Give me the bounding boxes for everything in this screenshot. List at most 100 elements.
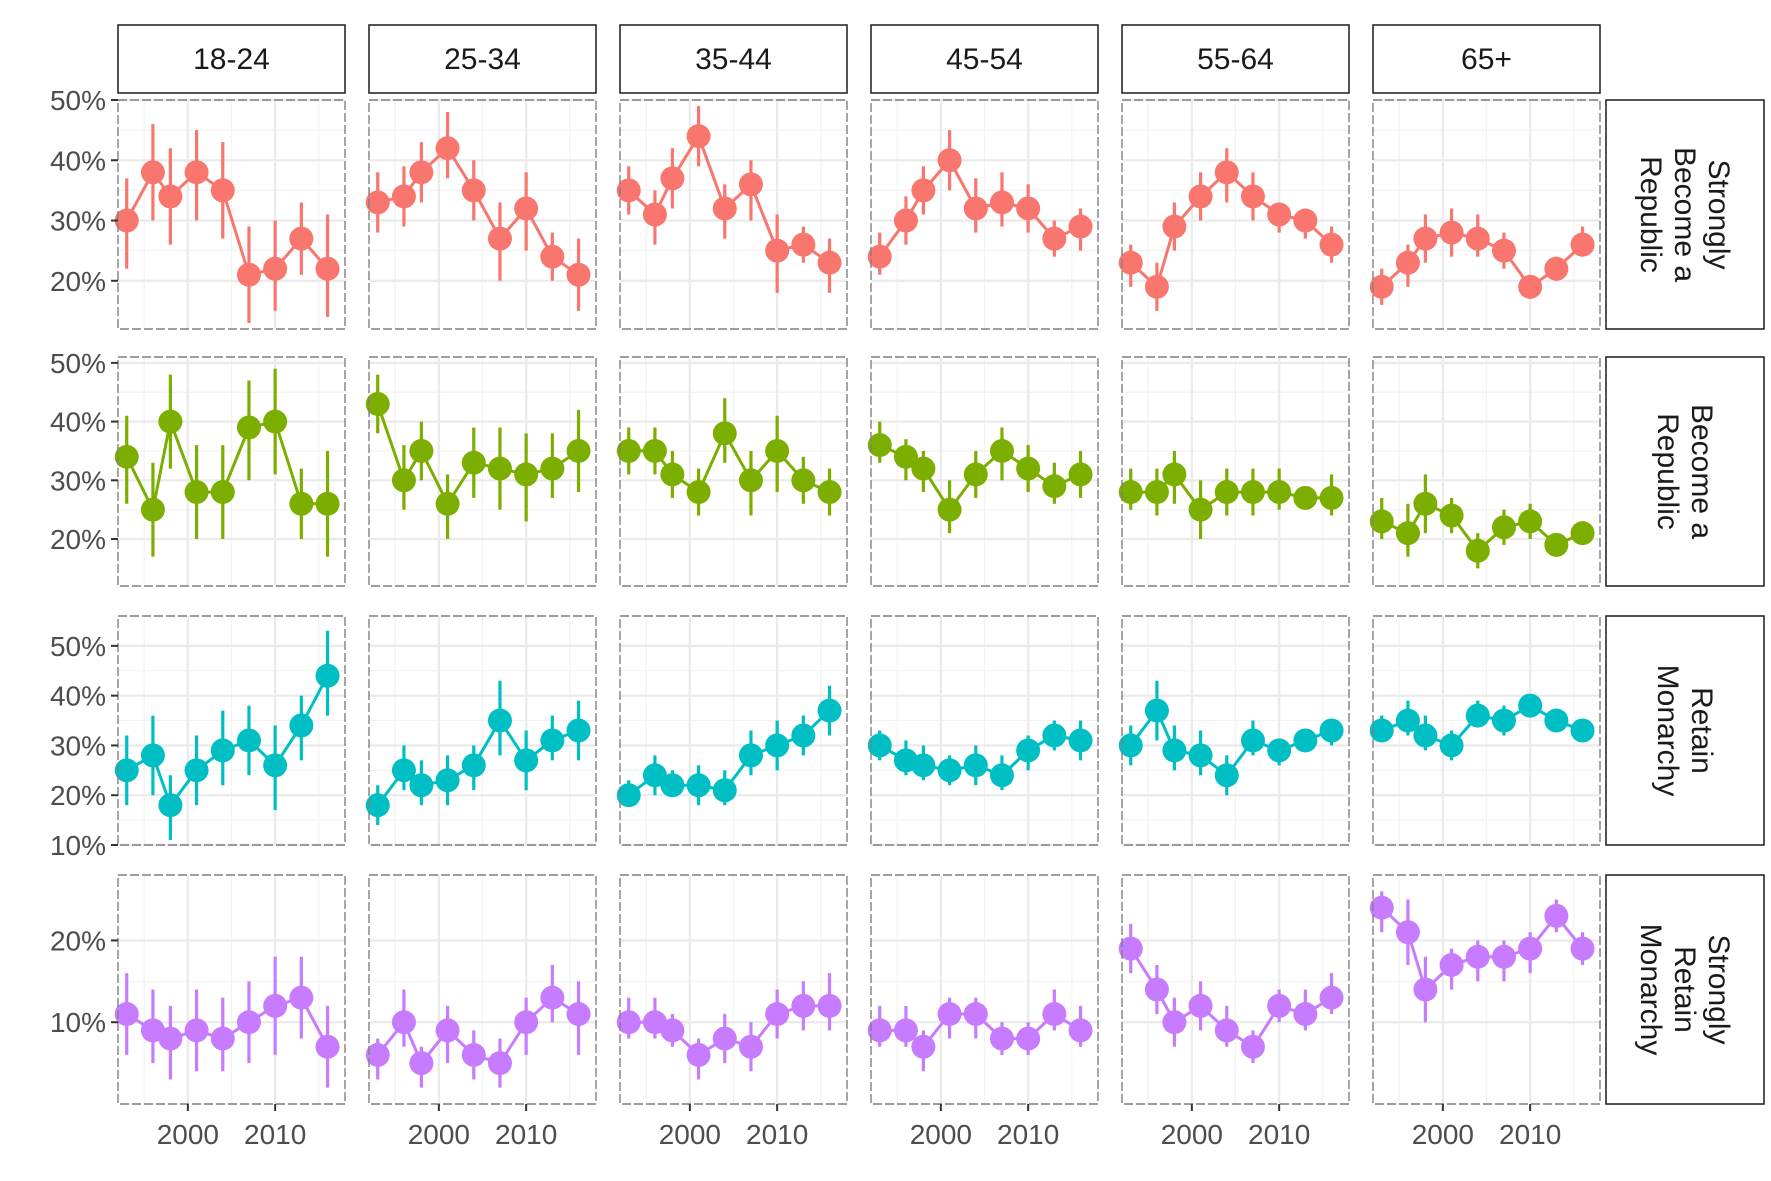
data-point (911, 178, 936, 203)
data-point (140, 160, 165, 185)
data-point (1439, 733, 1464, 758)
x-tick-label: 2000 (1161, 1119, 1223, 1150)
x-tick-label: 2000 (1412, 1119, 1474, 1150)
data-point (1369, 274, 1394, 299)
data-point (1413, 226, 1438, 251)
panel-border (1121, 615, 1350, 846)
data-point (791, 723, 816, 748)
data-point (540, 456, 565, 481)
column-strip: 65+ (1372, 24, 1601, 94)
data-point (435, 768, 460, 793)
y-tick-label: 50% (50, 348, 106, 379)
data-point (461, 178, 486, 203)
data-point (642, 202, 667, 227)
y-tick-label: 40% (50, 407, 106, 438)
y-tick-label: 50% (50, 631, 106, 662)
data-point (1144, 698, 1169, 723)
x-tick-label: 2000 (910, 1119, 972, 1150)
data-point (1518, 509, 1543, 534)
data-point (540, 728, 565, 753)
row-strip-box (1605, 615, 1765, 846)
data-point (1369, 895, 1394, 920)
data-point (1465, 703, 1490, 728)
data-point (365, 1042, 390, 1067)
data-point (289, 491, 314, 516)
data-point (616, 783, 641, 808)
row-strip-box (1605, 874, 1765, 1105)
data-point (263, 993, 288, 1018)
data-point (566, 438, 591, 463)
data-point (1162, 214, 1187, 239)
data-point (1413, 491, 1438, 516)
panel-border (368, 874, 597, 1105)
panel (114, 874, 346, 1105)
panel (365, 615, 597, 847)
data-point (236, 728, 261, 753)
data-point (540, 985, 565, 1010)
data-point (487, 226, 512, 251)
panel-border (619, 356, 848, 587)
panel (1369, 356, 1601, 587)
panel-border (619, 99, 848, 330)
data-point (911, 456, 936, 481)
data-point (210, 738, 235, 763)
data-point (1518, 274, 1543, 299)
data-point (263, 409, 288, 434)
data-point (660, 462, 685, 487)
panel-border (1372, 356, 1601, 587)
data-point (391, 468, 416, 493)
column-strip-label: 55-64 (1197, 43, 1274, 76)
column-strip: 45-54 (870, 24, 1099, 94)
data-point (1162, 462, 1187, 487)
data-point (867, 433, 892, 458)
data-point (158, 793, 183, 818)
data-point (184, 160, 209, 185)
data-point (616, 178, 641, 203)
y-tick-label: 50% (50, 85, 106, 116)
panel-border (368, 99, 597, 330)
panel (1369, 98, 1601, 330)
panel (867, 874, 1099, 1105)
data-point (867, 733, 892, 758)
panel (616, 874, 848, 1105)
column-strip-box (368, 24, 597, 94)
data-point (817, 480, 842, 505)
data-point (1042, 474, 1067, 499)
data-point (1068, 462, 1093, 487)
y-tick-label: 20% (50, 266, 106, 297)
data-point (435, 491, 460, 516)
panel-border (1121, 356, 1350, 587)
data-point (487, 708, 512, 733)
row-strip-label-line: Monarchy (1634, 924, 1667, 1056)
data-point (937, 1002, 962, 1027)
row-strip-box (1605, 99, 1765, 330)
data-point (616, 438, 641, 463)
data-point (1544, 256, 1569, 281)
data-point (1188, 993, 1213, 1018)
data-point (1293, 1002, 1318, 1027)
data-point (963, 462, 988, 487)
data-point (1144, 480, 1169, 505)
row-strip-label-line: Republic (1651, 413, 1684, 530)
panel (616, 356, 848, 587)
data-point (989, 438, 1014, 463)
data-point (184, 1018, 209, 1043)
data-point (114, 1002, 139, 1027)
data-point (409, 1051, 434, 1076)
panel (1369, 874, 1601, 1105)
data-point (660, 773, 685, 798)
column-strip-label: 18-24 (193, 43, 270, 76)
data-point (1369, 718, 1394, 743)
panel (114, 98, 346, 330)
data-point (210, 178, 235, 203)
data-point (1319, 232, 1344, 257)
data-point (1491, 944, 1516, 969)
data-point (1162, 738, 1187, 763)
data-point (1042, 226, 1067, 251)
data-point (738, 172, 763, 197)
row-strip-label-line: Retain (1668, 946, 1701, 1033)
data-point (435, 1018, 460, 1043)
data-point (1240, 728, 1265, 753)
x-tick-label: 2010 (1499, 1119, 1561, 1150)
data-point (1118, 480, 1143, 505)
